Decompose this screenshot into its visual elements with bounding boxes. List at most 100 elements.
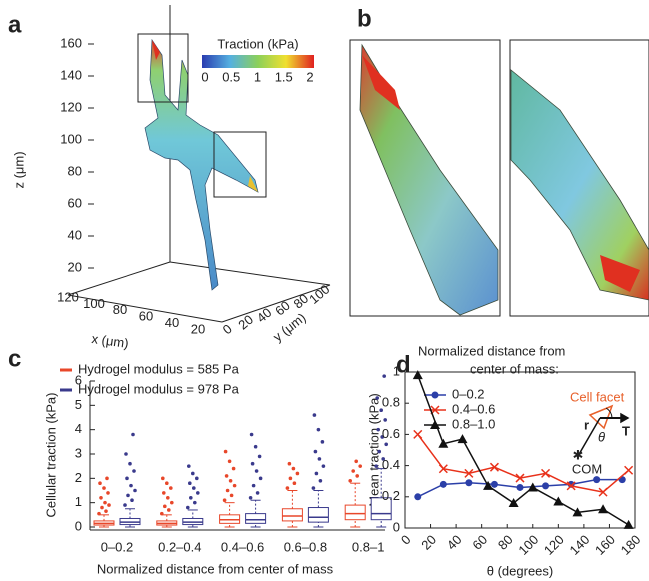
outlier (125, 476, 129, 481)
inset-label: r (584, 417, 589, 432)
point (593, 476, 601, 484)
outlier (163, 504, 167, 509)
outlier (195, 476, 199, 481)
outlier (320, 440, 325, 444)
y-axis-label: y (μm) (270, 310, 308, 345)
outlier (375, 396, 380, 400)
y-tick-label: 1 (75, 494, 82, 509)
x-tick-label: 40 (444, 532, 465, 553)
outlier (107, 503, 111, 507)
point (438, 438, 449, 448)
outlier (104, 509, 108, 513)
outlier (103, 500, 107, 505)
legend-title: center of mass: (470, 361, 559, 376)
point (624, 465, 634, 475)
inset-label: T (622, 423, 630, 438)
panel-label: b (357, 5, 372, 32)
outlier (193, 500, 197, 505)
y-axis-label: Cellular traction (kPa) (43, 393, 58, 518)
point (465, 479, 473, 487)
legend-label: 0.8–1.0 (452, 416, 495, 431)
y-tick-label: 3 (75, 445, 82, 460)
colorbar-tick-label: 1 (254, 69, 261, 84)
point (566, 481, 576, 491)
z-tick-label: 80 (68, 163, 82, 178)
outlier (382, 374, 387, 378)
outlier (258, 476, 263, 481)
zoom-box (137, 33, 189, 103)
outlier (295, 471, 300, 476)
outlier (374, 464, 379, 468)
point (414, 493, 422, 501)
outlier (170, 500, 174, 505)
outlier (314, 471, 319, 476)
outlier (106, 491, 110, 495)
box (344, 504, 366, 521)
outlier (348, 478, 353, 483)
point (516, 483, 524, 491)
zoom-image (509, 39, 649, 317)
point (457, 434, 468, 444)
z-tick-label: 140 (60, 67, 82, 82)
outlier (126, 493, 130, 498)
outlier (169, 486, 173, 490)
colorbar-tick-label: 0 (201, 69, 208, 84)
outlier (124, 452, 128, 456)
outlier (191, 471, 195, 476)
x-tick-label: 60 (139, 309, 153, 324)
point (542, 482, 550, 490)
colorbar-tick-label: 0.5 (222, 69, 240, 84)
x-tick-label: 100 (515, 532, 541, 558)
outlier (351, 469, 356, 473)
outlier (228, 478, 233, 483)
outlier (257, 454, 262, 459)
outlier (354, 459, 359, 464)
outlier (317, 457, 322, 461)
z-tick-label: 160 (60, 35, 82, 50)
x-tick-label: 0.2–0.4 (158, 539, 201, 554)
point (489, 462, 499, 472)
z-axis-label: z (μm) (11, 151, 26, 188)
outlier (376, 427, 381, 432)
outlier (358, 464, 363, 468)
legend-marker (431, 391, 439, 399)
y-tick-label: 4 (75, 421, 82, 436)
x-tick-label: 20 (191, 321, 205, 336)
legend-title: Normalized distance from (418, 343, 565, 358)
plot-frame (404, 371, 636, 529)
z-tick-label: 100 (60, 131, 82, 146)
outlier (130, 498, 134, 503)
x-axis-label: Normalized distance from center of mass (97, 561, 334, 576)
outlier (129, 483, 133, 488)
outlier (288, 476, 293, 481)
zoom-image (349, 39, 501, 317)
outlier (99, 496, 103, 500)
legend-label: 0.4–0.6 (452, 401, 495, 416)
point (598, 504, 609, 514)
inset-label: θ (598, 429, 605, 444)
outlier (186, 505, 190, 510)
outlier (377, 449, 382, 454)
panel-label: a (8, 11, 22, 38)
x-tick-label: 100 (83, 296, 105, 311)
y-tick-label: 40 (254, 305, 275, 326)
y-tick-label: 20 (235, 312, 256, 333)
inset-diagram (577, 404, 630, 457)
outlier (292, 481, 297, 486)
outlier (255, 491, 260, 495)
legend-marker (430, 420, 440, 429)
outlier (98, 481, 102, 486)
colorbar-title: Traction (kPa) (217, 36, 298, 51)
x-tick-label: 120 (541, 532, 567, 558)
legend-label: Hydrogel modulus = 978 Pa (78, 381, 240, 396)
outlier (192, 486, 196, 490)
point (413, 429, 423, 439)
point (438, 464, 448, 474)
outlier (355, 474, 360, 478)
outlier (133, 488, 137, 493)
colorbar-tick-label: 1.5 (275, 69, 293, 84)
legend-label: 0–0.2 (452, 386, 485, 401)
outlier (250, 461, 255, 466)
x-tick-label: 0–0.2 (101, 539, 134, 554)
x-tick-label: 160 (592, 532, 618, 558)
